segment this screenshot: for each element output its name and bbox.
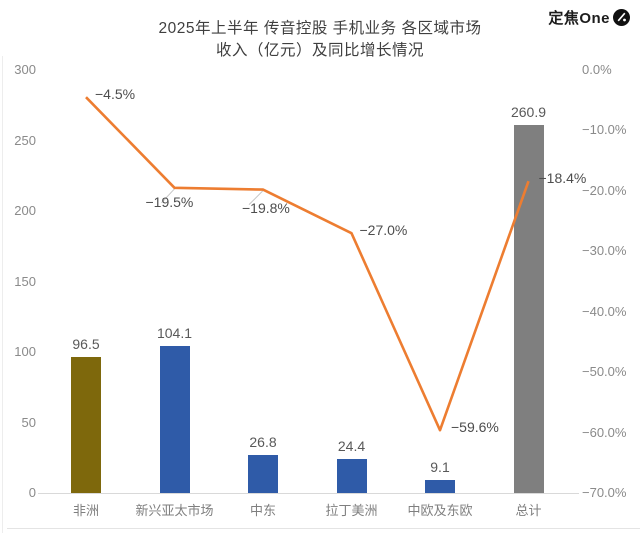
bar-value-label: 24.4: [337, 437, 366, 454]
bar-column: [248, 455, 278, 493]
category-label: 中欧及东欧: [407, 503, 473, 518]
bar-value-label: 9.1: [430, 459, 450, 476]
category-label: 新兴亚太市场: [135, 503, 214, 518]
left-axis-tick: 200: [14, 203, 36, 218]
brand-logo: 定焦One: [548, 7, 630, 28]
left-axis-tick: 250: [14, 132, 36, 148]
bar-column: [425, 480, 455, 493]
category-label: 拉丁美洲: [325, 503, 378, 518]
right-axis-tick: −30.0%: [582, 243, 627, 259]
right-axis-tick: −60.0%: [582, 424, 627, 440]
chart-title-line2: 收入（亿元）及同比增长情况: [215, 42, 424, 59]
bar-column: [159, 346, 190, 493]
right-axis-tick: −10.0%: [582, 122, 627, 138]
left-axis-tick: 50: [21, 414, 36, 430]
camera-lens-icon: [613, 9, 630, 26]
bar-value-label: 96.5: [72, 335, 100, 352]
frame-left-border: [2, 56, 3, 533]
bar-value-label: 104.1: [156, 325, 193, 342]
line-point-label: −4.5%: [95, 86, 136, 103]
line-point-label: −18.4%: [538, 170, 587, 187]
category-label: 非洲: [72, 503, 99, 518]
left-axis-tick: 0: [28, 485, 36, 500]
right-axis-tick: −70.0%: [582, 485, 627, 500]
left-axis-tick: 150: [14, 273, 36, 289]
brand-logo-text: 定焦One: [548, 10, 610, 27]
line-point-label: −19.8%: [242, 199, 290, 216]
line-point-label: −59.6%: [451, 419, 499, 436]
frame-bottom-border: [7, 528, 640, 529]
right-axis-tick: −40.0%: [582, 303, 627, 319]
line-point-label: −27.0%: [359, 222, 408, 239]
bar-value-label: 260.9: [510, 104, 547, 121]
chart-title-line1: 2025年上半年 传音控股 手机业务 各区域市场: [158, 20, 482, 37]
left-axis-tick: 100: [14, 344, 36, 359]
category-label: 中东: [249, 503, 276, 518]
chart-title: 2025年上半年 传音控股 手机业务 各区域市场 收入（亿元）及同比增长情况: [0, 18, 640, 62]
category-label: 总计: [515, 503, 542, 518]
bar-column: [71, 356, 101, 493]
right-axis-tick: −20.0%: [582, 182, 627, 198]
right-axis-tick: 0.0%: [582, 62, 612, 77]
bar-value-label: 26.8: [249, 434, 277, 451]
x-axis-line: [38, 493, 579, 494]
line-point-label: −19.5%: [145, 193, 194, 210]
bar-column: [336, 458, 367, 493]
left-axis-tick: 300: [14, 62, 36, 77]
line-series-path: [85, 96, 530, 432]
right-axis-tick: −50.0%: [582, 364, 627, 380]
